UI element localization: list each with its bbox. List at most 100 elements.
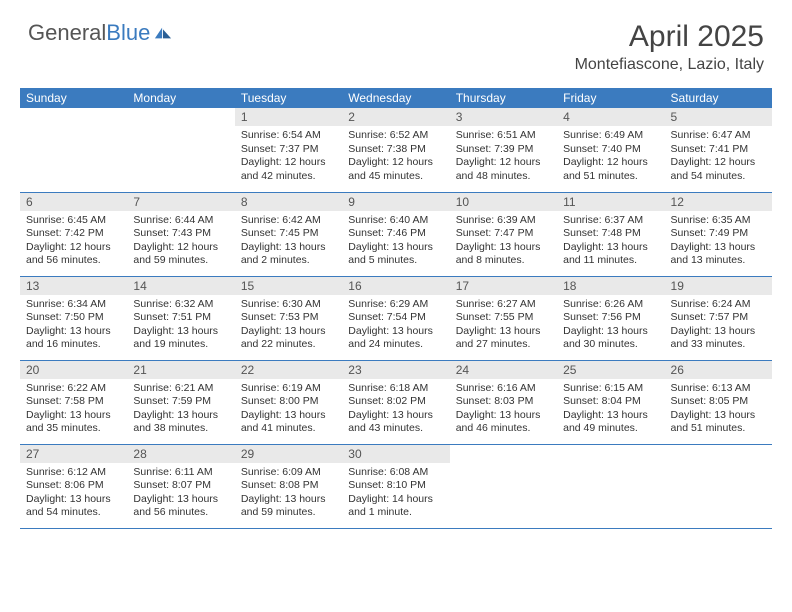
sunset-line: Sunset: 7:38 PM <box>348 143 426 155</box>
day-number: 4 <box>557 108 664 126</box>
page-header: GeneralBlue April 2025 Montefiascone, La… <box>0 0 792 82</box>
brand-logo: GeneralBlue <box>28 20 172 46</box>
sunrise-line: Sunrise: 6:44 AM <box>133 214 213 226</box>
calendar-table: SundayMondayTuesdayWednesdayThursdayFrid… <box>20 88 772 529</box>
sunrise-line: Sunrise: 6:13 AM <box>671 382 751 394</box>
day-details: Sunrise: 6:08 AMSunset: 8:10 PMDaylight:… <box>342 463 449 525</box>
calendar-cell: 29Sunrise: 6:09 AMSunset: 8:08 PMDayligh… <box>235 444 342 528</box>
brand-part1: General <box>28 20 106 45</box>
sunrise-line: Sunrise: 6:22 AM <box>26 382 106 394</box>
day-header: Saturday <box>665 88 772 108</box>
daylight-line: Daylight: 12 hours and 45 minutes. <box>348 156 433 182</box>
sunset-line: Sunset: 7:56 PM <box>563 311 641 323</box>
day-details: Sunrise: 6:15 AMSunset: 8:04 PMDaylight:… <box>557 379 664 441</box>
day-number: 29 <box>235 445 342 463</box>
day-details: Sunrise: 6:26 AMSunset: 7:56 PM Daylight:… <box>557 295 664 357</box>
day-details: Sunrise: 6:40 AMSunset: 7:46 PMDaylight:… <box>342 211 449 273</box>
sunset-line: Sunset: 8:06 PM <box>26 479 104 491</box>
calendar-cell <box>557 444 664 528</box>
sunset-line: Sunset: 7:53 PM <box>241 311 319 323</box>
calendar-cell: 3Sunrise: 6:51 AMSunset: 7:39 PMDaylight… <box>450 108 557 192</box>
sunset-line: Sunset: 7:42 PM <box>26 227 104 239</box>
calendar-row: 20Sunrise: 6:22 AMSunset: 7:58 PMDayligh… <box>20 360 772 444</box>
day-details: Sunrise: 6:27 AMSunset: 7:55 PMDaylight:… <box>450 295 557 357</box>
day-header: Friday <box>557 88 664 108</box>
sunset-line: Sunset: 7:43 PM <box>133 227 211 239</box>
day-number: 7 <box>127 193 234 211</box>
sunset-line: Sunset: 7:47 PM <box>456 227 534 239</box>
sunrise-line: Sunrise: 6:09 AM <box>241 466 321 478</box>
sunset-line: Sunset: 7:39 PM <box>456 143 534 155</box>
daylight-line: Daylight: 13 hours and 41 minutes. <box>241 409 326 435</box>
sunset-line: Sunset: 7:58 PM <box>26 395 104 407</box>
day-details: Sunrise: 6:54 AMSunset: 7:37 PMDaylight:… <box>235 126 342 188</box>
daylight-line: Daylight: 13 hours and 33 minutes. <box>671 325 756 351</box>
sunset-line: Sunset: 8:00 PM <box>241 395 319 407</box>
calendar-cell: 9Sunrise: 6:40 AMSunset: 7:46 PMDaylight… <box>342 192 449 276</box>
daylight-line: Daylight: 12 hours and 42 minutes. <box>241 156 326 182</box>
sail-icon <box>154 26 172 40</box>
day-number: 11 <box>557 193 664 211</box>
daylight-line: Daylight: 13 hours and 30 minutes. <box>563 325 648 351</box>
calendar-cell: 23Sunrise: 6:18 AMSunset: 8:02 PMDayligh… <box>342 360 449 444</box>
day-details: Sunrise: 6:45 AMSunset: 7:42 PMDaylight:… <box>20 211 127 273</box>
daylight-line: Daylight: 13 hours and 49 minutes. <box>563 409 648 435</box>
sunset-line: Sunset: 7:37 PM <box>241 143 319 155</box>
daylight-line: Daylight: 13 hours and 2 minutes. <box>241 241 326 267</box>
day-number: 16 <box>342 277 449 295</box>
sunrise-line: Sunrise: 6:49 AM <box>563 129 643 141</box>
day-number: 3 <box>450 108 557 126</box>
sunrise-line: Sunrise: 6:26 AM <box>563 298 643 310</box>
calendar-cell: 20Sunrise: 6:22 AMSunset: 7:58 PMDayligh… <box>20 360 127 444</box>
daylight-line: Daylight: 12 hours and 54 minutes. <box>671 156 756 182</box>
sunrise-line: Sunrise: 6:51 AM <box>456 129 536 141</box>
calendar-cell <box>20 108 127 192</box>
daylight-line: Daylight: 13 hours and 54 minutes. <box>26 493 111 519</box>
day-number: 17 <box>450 277 557 295</box>
calendar-body: 1Sunrise: 6:54 AMSunset: 7:37 PMDaylight… <box>20 108 772 528</box>
day-details: Sunrise: 6:52 AMSunset: 7:38 PMDaylight:… <box>342 126 449 188</box>
daylight-line: Daylight: 13 hours and 38 minutes. <box>133 409 218 435</box>
calendar-cell <box>665 444 772 528</box>
day-number: 13 <box>20 277 127 295</box>
calendar-row: 27Sunrise: 6:12 AMSunset: 8:06 PMDayligh… <box>20 444 772 528</box>
day-number: 20 <box>20 361 127 379</box>
sunset-line: Sunset: 7:41 PM <box>671 143 749 155</box>
sunset-line: Sunset: 7:40 PM <box>563 143 641 155</box>
day-header-row: SundayMondayTuesdayWednesdayThursdayFrid… <box>20 88 772 108</box>
sunset-line: Sunset: 7:48 PM <box>563 227 641 239</box>
day-details: Sunrise: 6:49 AM Sunset: 7:40 PMDaylight:… <box>557 126 664 188</box>
daylight-line: Daylight: 13 hours and 43 minutes. <box>348 409 433 435</box>
day-details: Sunrise: 6:30 AMSunset: 7:53 PMDaylight:… <box>235 295 342 357</box>
calendar-cell: 19Sunrise: 6:24 AMSunset: 7:57 PMDayligh… <box>665 276 772 360</box>
day-details: Sunrise: 6:18 AMSunset: 8:02 PMDaylight:… <box>342 379 449 441</box>
day-details: Sunrise: 6:21 AMSunset: 7:59 PMDaylight:… <box>127 379 234 441</box>
sunrise-line: Sunrise: 6:35 AM <box>671 214 751 226</box>
day-details: Sunrise: 6:22 AMSunset: 7:58 PMDaylight:… <box>20 379 127 441</box>
sunset-line: Sunset: 8:02 PM <box>348 395 426 407</box>
sunset-line: Sunset: 7:45 PM <box>241 227 319 239</box>
day-header: Monday <box>127 88 234 108</box>
daylight-line: Daylight: 13 hours and 46 minutes. <box>456 409 541 435</box>
daylight-line: Daylight: 12 hours and 51 minutes. <box>563 156 648 182</box>
day-details: Sunrise: 6:34 AMSunset: 7:50 PMDaylight:… <box>20 295 127 357</box>
sunrise-line: Sunrise: 6:08 AM <box>348 466 428 478</box>
daylight-line: Daylight: 13 hours and 13 minutes. <box>671 241 756 267</box>
day-number: 9 <box>342 193 449 211</box>
calendar-cell: 27Sunrise: 6:12 AMSunset: 8:06 PMDayligh… <box>20 444 127 528</box>
sunset-line: Sunset: 7:54 PM <box>348 311 426 323</box>
day-number: 12 <box>665 193 772 211</box>
sunrise-line: Sunrise: 6:39 AM <box>456 214 536 226</box>
day-number: 6 <box>20 193 127 211</box>
day-number: 18 <box>557 277 664 295</box>
daylight-line: Daylight: 13 hours and 51 minutes. <box>671 409 756 435</box>
day-header: Tuesday <box>235 88 342 108</box>
day-details: Sunrise: 6:16 AMSunset: 8:03 PMDaylight:… <box>450 379 557 441</box>
sunrise-line: Sunrise: 6:34 AM <box>26 298 106 310</box>
calendar-cell: 12Sunrise: 6:35 AMSunset: 7:49 PMDayligh… <box>665 192 772 276</box>
calendar-head: SundayMondayTuesdayWednesdayThursdayFrid… <box>20 88 772 108</box>
day-number: 10 <box>450 193 557 211</box>
sunset-line: Sunset: 8:04 PM <box>563 395 641 407</box>
sunrise-line: Sunrise: 6:42 AM <box>241 214 321 226</box>
day-number: 21 <box>127 361 234 379</box>
